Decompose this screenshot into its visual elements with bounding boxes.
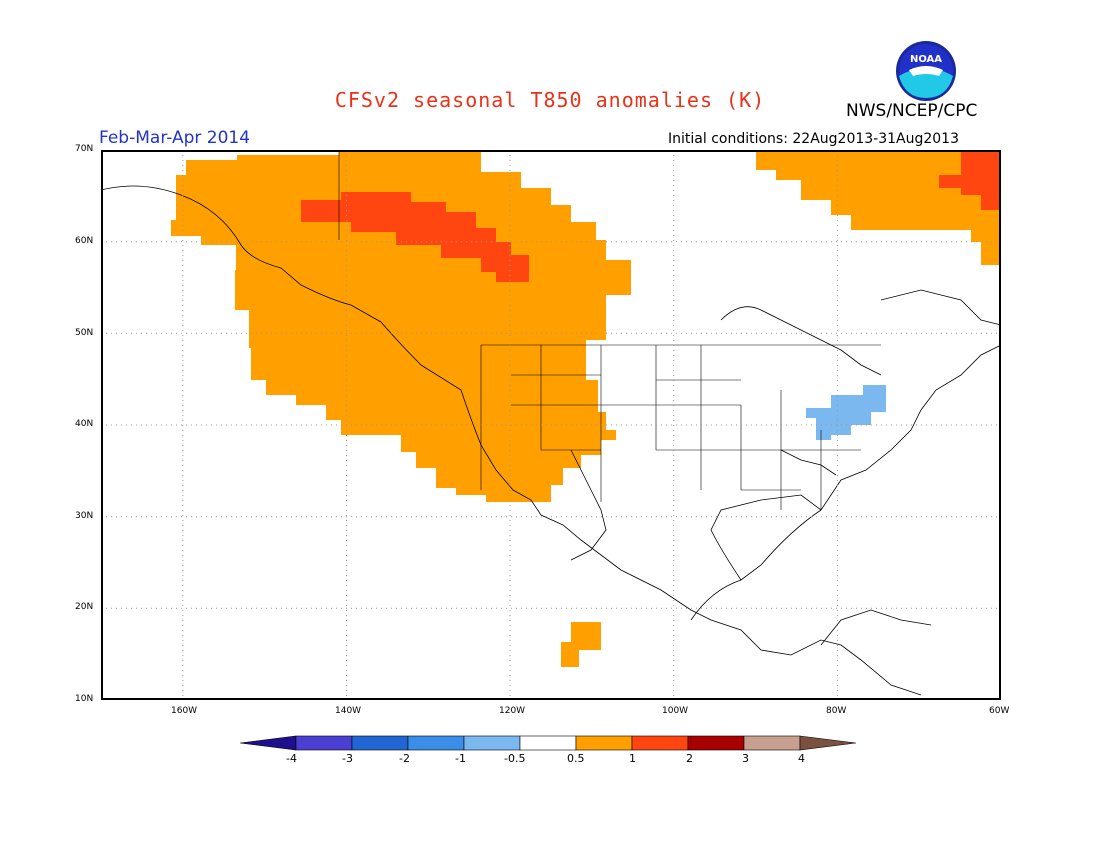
colorbar-left-arrow xyxy=(240,735,297,751)
strong-warm-anomaly-region xyxy=(301,150,1001,282)
colorbar-swatch xyxy=(687,735,745,751)
lon-tick-label: 160W xyxy=(171,706,198,716)
colorbar-swatch xyxy=(575,735,633,751)
lon-tick-label: 140W xyxy=(335,706,362,716)
lon-tick-label: 60W xyxy=(989,706,1010,716)
colorbar-swatch xyxy=(407,735,465,751)
colorbar-swatch xyxy=(295,735,353,751)
political-borders xyxy=(338,150,881,510)
colorbar-swatch xyxy=(351,735,409,751)
anomaly-map xyxy=(101,150,1001,700)
lon-tick-label: 100W xyxy=(662,706,689,716)
colorbar xyxy=(240,735,857,751)
lat-lon-grid xyxy=(101,150,1001,700)
colorbar-label: 2 xyxy=(686,752,693,765)
lat-tick-label: 40N xyxy=(75,419,94,429)
lon-tick-label: 120W xyxy=(499,706,526,716)
forecast-period: Feb-Mar-Apr 2014 xyxy=(99,128,251,148)
lon-tick-label: 80W xyxy=(826,706,847,716)
colorbar-label: -1 xyxy=(455,752,466,765)
map-frame xyxy=(101,150,1001,700)
colorbar-swatch xyxy=(519,735,577,751)
colorbar-label: -4 xyxy=(286,752,297,765)
initial-conditions: Initial conditions: 22Aug2013-31Aug2013 xyxy=(668,131,959,147)
colorbar-label: 3 xyxy=(742,752,749,765)
lat-tick-label: 70N xyxy=(75,144,94,154)
noaa-logo-icon: NOAA xyxy=(895,40,957,102)
chart-title: CFSv2 seasonal T850 anomalies (K) xyxy=(334,88,766,112)
colorbar-label: -2 xyxy=(399,752,410,765)
colorbar-swatch xyxy=(463,735,521,751)
lat-tick-label: 30N xyxy=(75,511,94,521)
agency-label: NWS/NCEP/CPC xyxy=(846,101,978,121)
colorbar-swatch xyxy=(631,735,689,751)
colorbar-label: -0.5 xyxy=(504,752,526,765)
lat-tick-label: 10N xyxy=(75,694,94,704)
lat-tick-label: 60N xyxy=(75,236,94,246)
lat-tick-label: 50N xyxy=(75,328,94,338)
colorbar-label: 4 xyxy=(798,752,805,765)
colorbar-swatch xyxy=(743,735,801,751)
lat-tick-label: 20N xyxy=(75,602,94,612)
colorbar-label: -3 xyxy=(342,752,353,765)
colorbar-right-arrow xyxy=(799,735,857,751)
colorbar-label: 1 xyxy=(629,752,636,765)
coastlines xyxy=(101,185,1001,696)
noaa-logo-text: NOAA xyxy=(910,54,942,65)
cool-anomaly-region xyxy=(806,385,886,440)
colorbar-label: 0.5 xyxy=(567,752,585,765)
